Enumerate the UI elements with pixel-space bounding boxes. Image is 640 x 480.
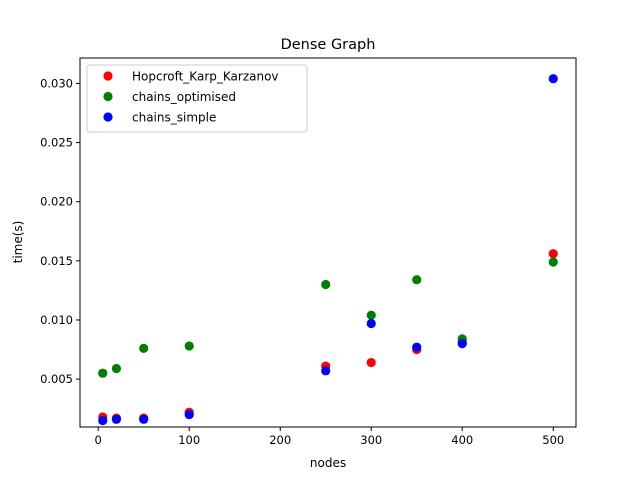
legend-box [86,64,308,133]
y-tick-label: 0.020 [40,195,73,209]
legend-marker [103,91,113,102]
y-tick-label: 0.005 [40,372,73,386]
legend-label: chains_simple [132,111,216,125]
data-point [139,414,149,424]
x-axis-ticks: 0 100 200 300 400 500 [95,427,564,447]
y-axis-label: time(s) [11,221,25,264]
legend-label: chains_optimised [132,90,236,104]
data-point [321,366,331,376]
data-point [111,414,122,424]
x-tick-label: 200 [269,433,291,447]
data-point [111,363,122,374]
data-point [139,343,149,353]
legend-marker [103,112,113,122]
legend-label: Hopcroft_Karp_Karzanov [132,70,279,84]
data-point [366,310,376,320]
x-tick-label: 400 [451,433,473,447]
data-point [321,279,331,290]
data-point [548,249,558,259]
x-tick-label: 300 [360,433,382,447]
data-point [366,318,376,329]
legend-marker [103,71,113,81]
x-tick-label: 500 [542,433,564,447]
chart-title: Dense Graph [281,37,376,53]
data-point [457,339,467,349]
y-tick-label: 0.025 [40,136,73,150]
data-point [548,257,558,267]
series-2-points [98,74,558,426]
data-point [412,275,422,285]
y-tick-label: 0.030 [40,76,73,90]
data-point [98,415,108,426]
data-point [548,74,558,84]
series-1-points [98,257,558,378]
data-point [412,342,422,352]
legend: Hopcroft_Karp_Karzanov chains_optimisedch… [86,64,308,133]
data-point [184,341,194,351]
y-tick-label: 0.015 [40,254,73,268]
data-point [366,357,376,368]
data-point [184,409,194,420]
x-tick-label: 100 [178,433,200,447]
x-tick-label: 0 [95,433,102,447]
plot-frame [79,57,577,428]
y-axis-ticks: 0.005 0.010 0.015 0.020 0.025 0.030 [40,76,80,386]
data-point [98,368,108,378]
y-tick-label: 0.010 [40,313,73,327]
data-points [98,74,558,426]
x-axis-label: nodes [310,456,346,470]
